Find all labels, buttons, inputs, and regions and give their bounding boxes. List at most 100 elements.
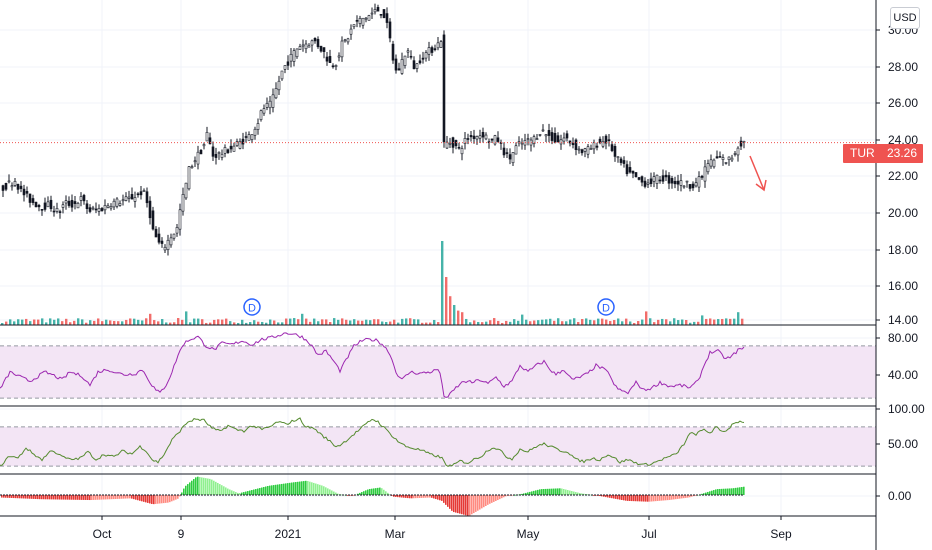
volume-bar	[421, 322, 424, 325]
candle-body	[430, 47, 434, 53]
rsi-y-tick-label: 80.00	[888, 331, 918, 345]
macd-histogram-bar	[119, 495, 121, 499]
macd-histogram-bar	[69, 495, 71, 500]
candle-body	[289, 53, 293, 62]
volume-bar	[457, 310, 460, 325]
candle-body	[703, 166, 707, 182]
candle-body	[337, 55, 341, 58]
candle-body	[508, 154, 512, 160]
macd-histogram-bar	[717, 489, 719, 495]
currency-badge[interactable]: USD	[890, 7, 920, 29]
macd-histogram-bar	[275, 484, 277, 495]
macd-histogram-bar	[293, 482, 295, 495]
volume-bar	[61, 321, 64, 325]
volume-bar	[405, 318, 408, 325]
candle-body	[286, 61, 290, 66]
macd-histogram-bar	[403, 495, 405, 498]
candle-body	[31, 198, 35, 203]
macd-histogram-bar	[199, 477, 201, 495]
candle-body	[304, 43, 308, 50]
macd-histogram-bar	[377, 487, 379, 495]
volume-bar	[77, 318, 80, 325]
candle-body	[16, 183, 20, 190]
macd-histogram-bar	[677, 495, 679, 499]
candle-body	[19, 185, 23, 189]
macd-histogram-bar	[59, 495, 61, 500]
volume-bar	[301, 313, 304, 325]
volume-bar	[733, 318, 736, 325]
volume-bar	[721, 318, 724, 325]
macd-histogram-bar	[675, 495, 677, 500]
candle-body	[604, 135, 608, 144]
macd-histogram-bar	[313, 482, 315, 495]
macd-histogram-bar	[177, 495, 179, 499]
macd-histogram-bar	[573, 491, 575, 495]
volume-bar	[425, 322, 428, 325]
candle-body	[370, 12, 374, 15]
volume-bar	[133, 318, 136, 325]
volume-bar	[473, 320, 476, 325]
macd-histogram-bar	[437, 495, 439, 500]
price-y-tick-label: 24.00	[888, 133, 918, 147]
macd-histogram-bar	[705, 492, 707, 495]
macd-histogram-bar	[417, 495, 419, 499]
x-tick-label: May	[517, 527, 540, 541]
candle-body	[619, 158, 623, 163]
volume-bar	[661, 318, 664, 325]
macd-histogram-bar	[93, 495, 95, 500]
volume-bar	[617, 318, 620, 325]
macd-histogram-bar	[19, 495, 21, 499]
macd-histogram-bar	[295, 482, 297, 495]
candle-body	[280, 70, 284, 80]
macd-histogram-bars	[0, 476, 745, 516]
macd-histogram-bar	[51, 495, 53, 500]
candle-body	[25, 191, 29, 194]
volume-bar	[245, 322, 248, 325]
macd-histogram-bar	[71, 495, 73, 500]
macd-histogram-bar	[37, 495, 39, 500]
candle-body	[673, 180, 677, 185]
candle-body	[541, 129, 545, 132]
x-tick-label: 2021	[275, 527, 302, 541]
macd-histogram-bar	[207, 478, 209, 495]
candle-body	[385, 13, 389, 23]
volume-bar	[625, 318, 628, 325]
macd-histogram-bar	[87, 495, 89, 500]
macd-histogram-bar	[627, 495, 629, 501]
macd-histogram-bar	[239, 493, 241, 495]
macd-histogram-bar	[97, 495, 99, 500]
macd-histogram-bar	[245, 491, 247, 495]
macd-histogram-bar	[353, 495, 355, 496]
candle-body	[436, 42, 440, 49]
macd-histogram-bar	[241, 492, 243, 495]
macd-histogram-bar	[243, 492, 245, 495]
candle-body	[163, 246, 167, 251]
volume-bar	[105, 319, 108, 325]
macd-histogram-bar	[623, 495, 625, 501]
macd-histogram-bar	[537, 489, 539, 495]
macd-histogram-bar	[13, 495, 15, 499]
candle-body	[373, 9, 377, 13]
candle-body	[268, 100, 272, 109]
candle-body	[640, 176, 644, 183]
macd-histogram-bar	[531, 491, 533, 495]
volume-bar	[217, 319, 220, 325]
volume-bar	[537, 320, 540, 325]
macd-histogram-bar	[231, 490, 233, 495]
volume-bar	[161, 319, 164, 325]
volume-bar	[109, 320, 112, 325]
candle-body	[127, 196, 131, 199]
volume-bar	[221, 319, 224, 325]
candle-body	[67, 200, 71, 206]
volume-bar	[669, 321, 672, 325]
candle-body	[358, 18, 362, 24]
candle-body	[394, 58, 398, 71]
price-y-tick-label: 16.00	[888, 279, 918, 293]
macd-histogram-bar	[249, 490, 251, 495]
macd-histogram-bar	[247, 491, 249, 495]
dividend-marker-label: D	[602, 303, 610, 315]
volume-bar	[305, 318, 308, 325]
macd-histogram-bar	[673, 495, 675, 500]
volume-bar	[393, 319, 396, 325]
